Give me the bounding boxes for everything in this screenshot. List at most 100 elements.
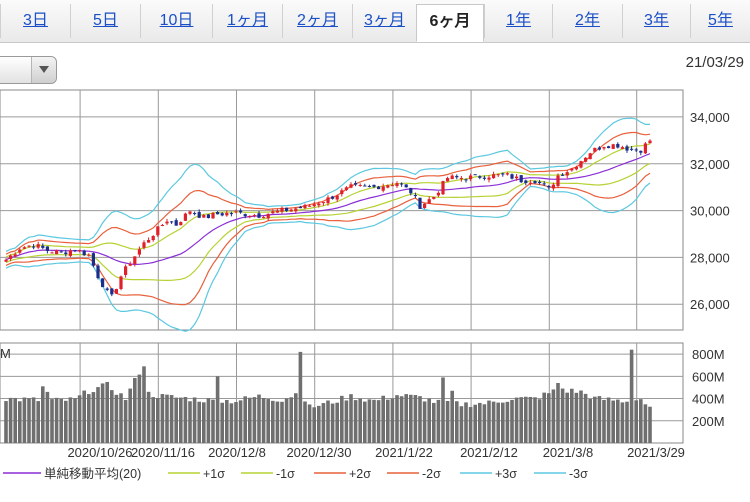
candle — [538, 181, 542, 184]
candle — [478, 176, 482, 178]
candle — [68, 250, 72, 256]
candle — [340, 190, 344, 195]
volume-bar — [307, 404, 312, 443]
volume-bar — [91, 392, 96, 443]
tab-7[interactable]: 6ヶ月 — [416, 4, 484, 42]
candle — [505, 173, 509, 175]
candle — [4, 259, 8, 262]
candle — [620, 147, 624, 149]
chart-options-dropdown[interactable] — [0, 56, 57, 84]
volume-bar — [123, 400, 128, 443]
candle — [13, 254, 17, 257]
volume-bar — [505, 401, 510, 443]
x-tick-label: 2021/3/8 — [543, 445, 594, 460]
candle — [570, 168, 574, 171]
volume-bar — [436, 399, 441, 443]
volume-bar — [96, 387, 100, 443]
volume-bar — [501, 402, 505, 443]
minus-2-sigma-line — [5, 172, 651, 306]
volume-bar — [87, 394, 91, 443]
candle — [358, 184, 362, 186]
volume-bar — [455, 401, 459, 443]
volume-bar — [303, 401, 307, 443]
candle — [547, 185, 551, 188]
volume-bar — [100, 383, 105, 443]
tab-10[interactable]: 3年 — [622, 4, 690, 38]
candle — [377, 186, 381, 190]
candle — [266, 213, 270, 219]
x-tick-label: 2020/10/26 — [67, 445, 132, 460]
volume-bar — [137, 374, 142, 443]
candle — [22, 247, 26, 249]
volume-bar — [294, 393, 298, 443]
candle — [312, 204, 316, 207]
candle — [87, 254, 91, 256]
volume-bar — [192, 397, 197, 443]
candle — [197, 212, 201, 218]
candle — [308, 205, 312, 207]
candle — [229, 213, 233, 215]
volume-bar — [27, 398, 31, 443]
x-tick-label: 2021/3/29 — [627, 445, 685, 460]
volume-bar — [349, 394, 353, 443]
volume-bar — [390, 398, 395, 443]
tab-3[interactable]: 10日 — [140, 4, 212, 38]
volume-bar — [353, 400, 358, 443]
candle — [602, 147, 606, 149]
chevron-down-icon[interactable] — [31, 57, 56, 83]
price-tick-label: 28,000 — [690, 250, 730, 265]
volume-bar — [570, 388, 574, 443]
volume-bar — [537, 399, 542, 443]
candle — [252, 215, 256, 217]
candle — [137, 249, 141, 255]
x-tick-label: 2020/11/16 — [131, 445, 195, 460]
candle — [363, 185, 367, 187]
candle — [335, 195, 339, 200]
candle — [400, 183, 404, 185]
volume-bar — [275, 401, 280, 443]
volume-bar — [620, 402, 625, 443]
volume-bar — [280, 401, 284, 443]
candle — [634, 149, 638, 151]
tab-9[interactable]: 2年 — [552, 4, 622, 38]
tab-2[interactable]: 5日 — [70, 4, 140, 38]
volume-bar — [41, 386, 45, 443]
tab-5[interactable]: 2ヶ月 — [282, 4, 352, 38]
volume-bar — [261, 397, 266, 443]
volume-bar — [215, 376, 220, 443]
candle — [528, 182, 532, 184]
candle — [533, 181, 537, 184]
candle — [206, 214, 210, 219]
volume-bar — [234, 402, 238, 443]
volume-bar — [427, 398, 431, 443]
volume-bar — [579, 390, 583, 443]
volume-bar — [248, 397, 252, 443]
candle — [390, 185, 394, 187]
tab-6[interactable]: 3ヶ月 — [352, 4, 416, 38]
candle — [574, 166, 578, 170]
candle — [234, 211, 238, 213]
volume-bar — [165, 394, 169, 443]
candle — [436, 192, 440, 196]
tab-8[interactable]: 1年 — [484, 4, 552, 38]
price-panel — [0, 89, 684, 331]
candle — [183, 213, 187, 221]
volume-tick-label: 600M — [692, 369, 725, 384]
volume-bar — [257, 394, 261, 443]
candle — [50, 252, 54, 254]
volume-unit-label: M — [0, 346, 11, 361]
volume-bar — [629, 349, 634, 443]
candle — [648, 140, 652, 144]
volume-bar — [422, 401, 427, 443]
tab-1[interactable]: 3日 — [0, 4, 70, 38]
volume-bar — [238, 400, 243, 443]
tab-4[interactable]: 1ヶ月 — [212, 4, 282, 38]
tab-11[interactable]: 5年 — [690, 4, 750, 38]
x-tick-label: 2021/1/22 — [375, 445, 433, 460]
volume-bar — [634, 400, 638, 443]
candle — [133, 256, 137, 265]
candle — [579, 161, 583, 168]
candle — [423, 203, 427, 208]
volume-bar — [367, 399, 372, 443]
candle — [193, 213, 197, 215]
